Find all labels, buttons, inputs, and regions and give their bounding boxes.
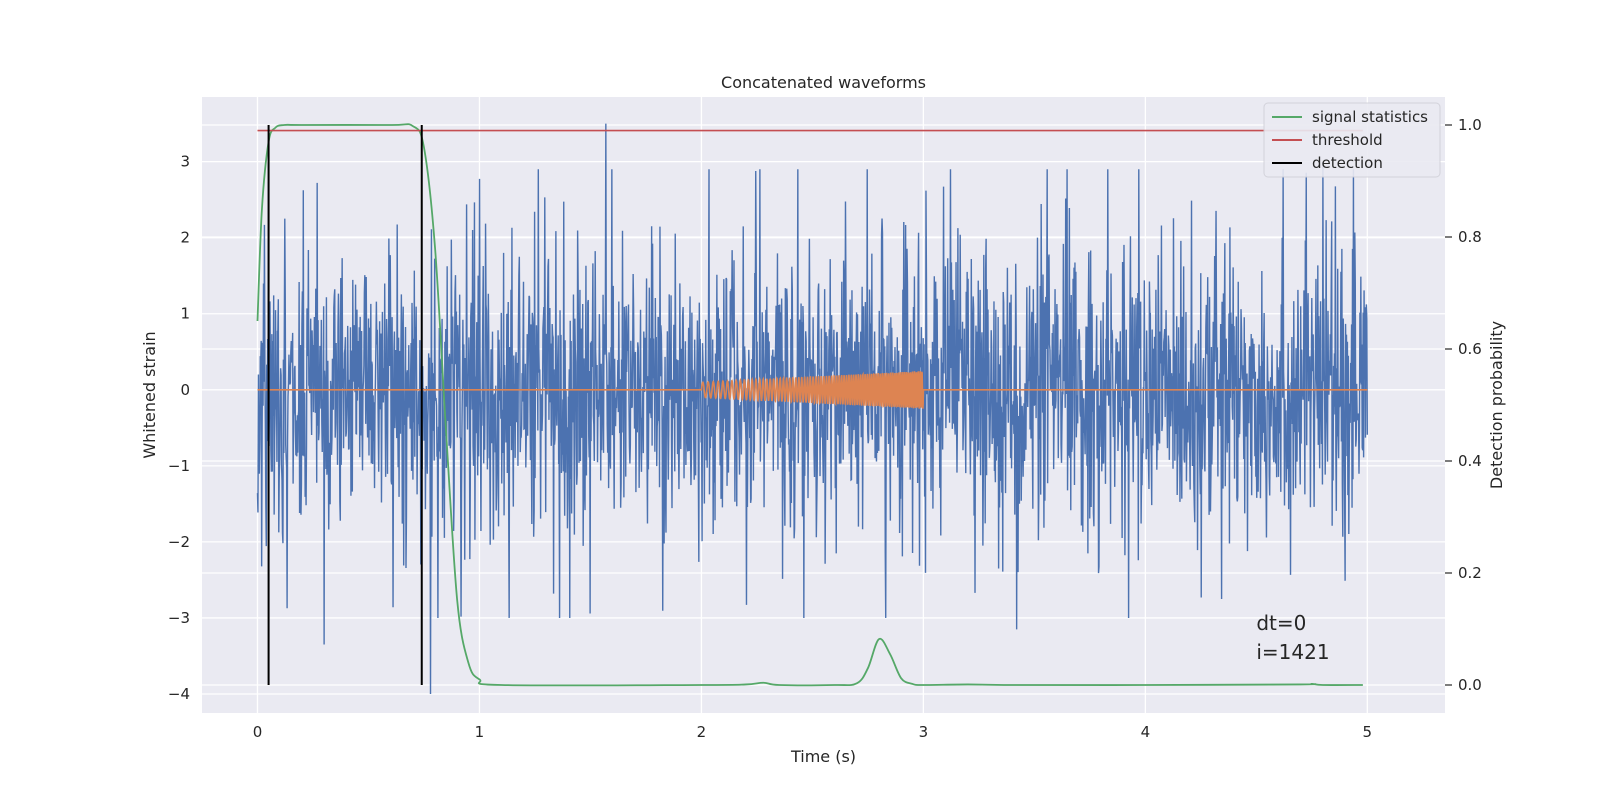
signal-statistics-line <box>256 123 1363 687</box>
x-axis-ticks: 0 1 2 3 4 5 <box>253 723 1372 741</box>
y-tick-label: −4 <box>168 685 190 703</box>
y-tick-label: 1 <box>180 305 190 323</box>
legend-label: threshold <box>1312 131 1383 149</box>
y2-tick-label: 0.8 <box>1458 228 1482 246</box>
x-tick-label: 4 <box>1141 723 1151 741</box>
y-tick-label: 2 <box>180 229 190 247</box>
x-tick-label: 2 <box>697 723 707 741</box>
x-tick-label: 5 <box>1363 723 1373 741</box>
y-tick-label: 0 <box>180 381 190 399</box>
signal-statistics-series <box>256 123 1363 687</box>
y-tick-label: −1 <box>168 457 190 475</box>
y-tick-label: −3 <box>168 609 190 627</box>
y2-tick-label: 0.2 <box>1458 564 1482 582</box>
y-tick-label: −2 <box>168 533 190 551</box>
x-tick-label: 3 <box>919 723 929 741</box>
annotation-dt: dt=0 <box>1256 611 1306 635</box>
y-axis-ticks: −4 −3 −2 −1 0 1 2 3 <box>168 153 190 703</box>
detection-lines <box>267 125 423 685</box>
chart-title: Concatenated waveforms <box>721 73 926 92</box>
y2-tick-label: 0.4 <box>1458 452 1482 470</box>
y2-axis-label: Detection probability <box>1487 321 1506 489</box>
y2-tick-label: 0.6 <box>1458 340 1482 358</box>
legend-label: detection <box>1312 154 1383 172</box>
chirp-series <box>257 371 1368 409</box>
chirp-line <box>257 371 1368 409</box>
y2-axis-ticks: 0.0 0.2 0.4 0.6 0.8 1.0 <box>1445 116 1482 694</box>
legend: signal statistics threshold detection <box>1263 102 1441 178</box>
annotation-index: i=1421 <box>1256 640 1329 664</box>
legend-box <box>1263 102 1441 178</box>
y-tick-label: 3 <box>180 153 190 171</box>
y2-tick-label: 1.0 <box>1458 116 1482 134</box>
x-axis-label: Time (s) <box>790 747 856 766</box>
x-tick-label: 1 <box>475 723 485 741</box>
y2-tick-label: 0.0 <box>1458 676 1482 694</box>
legend-label: signal statistics <box>1312 108 1428 126</box>
y-axis-label: Whitened strain <box>140 331 159 458</box>
x-tick-label: 0 <box>253 723 263 741</box>
